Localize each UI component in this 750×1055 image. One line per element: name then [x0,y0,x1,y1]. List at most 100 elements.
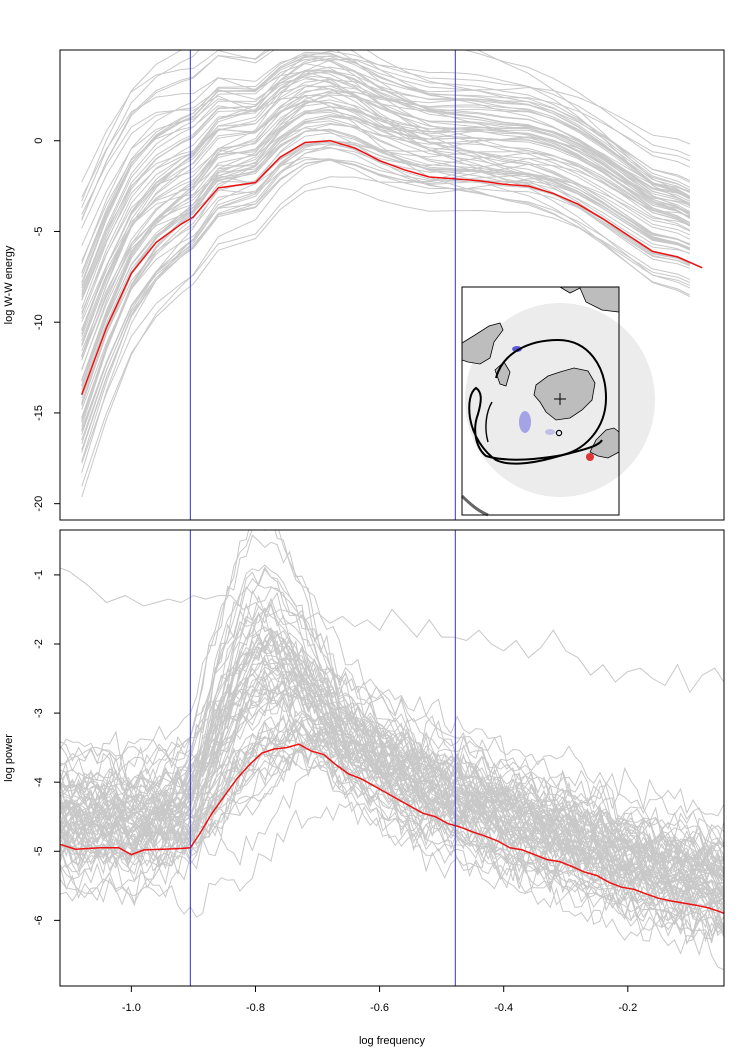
background-series-line [81,132,691,418]
background-series-line [60,566,724,897]
inset-map-track-loop [485,401,493,443]
background-series-line [81,71,691,315]
background-series-line [81,146,691,399]
y-tick-label: -10 [33,314,45,330]
background-series-line [60,626,724,971]
inset-map-pole-cross-icon [554,393,566,405]
background-series-line [60,747,724,943]
background-series-line [60,679,724,872]
inset-map-blue-hotspot-2 [519,411,531,433]
background-series-line [81,118,691,420]
x-axis-label: log frequency [359,1035,426,1047]
background-series-line [81,50,691,358]
highlighted-series-line [80,139,703,396]
series-clip-group [60,530,724,971]
background-series-line [81,158,691,498]
background-series-line [81,157,691,464]
background-series-line [60,748,724,943]
background-series-line [81,100,691,301]
outlier-series-line [60,567,724,694]
background-series-line [60,728,724,882]
bottom-panel-series-group [60,530,724,971]
background-series-line [81,69,691,298]
background-series-line [60,728,724,903]
bottom-panel-x-axis: -1.0 -0.8 -0.6 -0.4 -0.2 [122,986,637,1014]
bottom-panel-y-axis: -1 -2 -3 -4 -5 -6 [33,570,60,925]
x-tick-label: -0.8 [246,1002,265,1014]
bottom-panel-power: -1 -2 -3 -4 -5 -6 -1.0 -0.8 -0.6 -0.4 -0.2 log po… [3,529,725,1014]
background-series-line [60,534,724,817]
bottom-panel-frame [59,529,725,987]
top-panel-series-group [80,50,703,498]
background-series-line [81,122,691,323]
y-tick-label: 0 [33,138,45,144]
inset-map-red-marker [586,453,594,461]
inset-map [460,286,655,517]
background-series-line [81,76,691,249]
bottom-panel-vlines [189,530,456,986]
series-clip-group [80,50,703,498]
background-series-line [81,143,691,352]
top-panel-y-axis-label: log W-W energy [3,245,15,324]
y-tick-label: -5 [33,227,45,237]
background-series-line [81,50,691,221]
background-series-line [81,70,691,357]
background-series-line [81,50,691,208]
background-series-line [60,749,724,930]
y-tick-label: -2 [33,639,45,649]
background-series-line [81,50,691,220]
background-series-line [81,70,691,295]
background-series-line [81,158,691,441]
background-series-line [81,58,691,278]
background-series-line [60,726,724,912]
background-series-line [81,114,691,360]
top-panel-frame [59,49,725,521]
background-series-line [60,602,724,888]
background-series-line [81,127,691,313]
y-tick-label: -5 [33,846,45,856]
y-tick-label: -1 [33,570,45,580]
inset-map-blue-hotspot-1 [512,346,522,352]
y-tick-label: -15 [33,405,45,421]
background-series-line [81,105,691,427]
y-tick-label: -3 [33,708,45,718]
y-tick-label: -6 [33,915,45,925]
background-series-line [81,99,691,341]
top-panel-energy: 0 -5 -10 -15 -20 log W-W energy [3,49,725,521]
background-series-line [60,591,724,847]
background-series-line [81,129,691,370]
background-series-line [60,564,724,863]
inset-map-border [461,286,620,516]
inset-map-track-small-loop [555,429,563,437]
background-series-line [81,91,691,462]
x-tick-label: -0.6 [370,1002,389,1014]
background-series-line [60,632,724,875]
bottom-panel-y-axis-label: log power [3,734,15,782]
x-tick-label: -0.2 [618,1002,637,1014]
y-tick-label: -4 [33,777,45,787]
background-series-line [81,50,691,202]
inset-map-landmass-antarctica [533,367,596,421]
background-series-line [60,587,724,848]
inset-map-landmass-south-america [461,322,504,365]
background-series-line [60,530,724,864]
background-series-line [81,85,691,319]
background-series-line [81,120,691,403]
x-tick-label: -0.4 [494,1002,513,1014]
inset-map-corner-land [460,494,489,517]
top-panel-y-axis: 0 -5 -10 -15 -20 [33,138,60,512]
x-tick-label: -1.0 [122,1002,141,1014]
background-series-line [81,63,691,292]
background-series-line [81,106,691,405]
inset-map-blue-hotspot-3 [545,429,555,435]
background-series-line [81,109,691,337]
background-series-line [81,116,691,423]
background-series-line [81,53,691,274]
background-series-line [60,724,724,909]
y-tick-label: -20 [33,496,45,512]
top-panel-vlines [189,50,456,520]
background-series-line [60,634,724,846]
highlighted-series-line [60,743,724,915]
background-series-line [81,109,691,361]
